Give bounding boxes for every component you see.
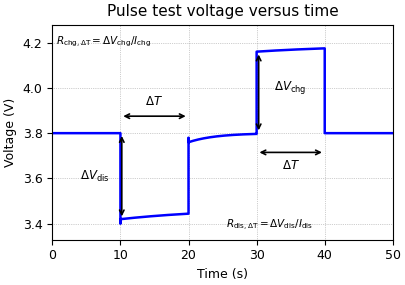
X-axis label: Time (s): Time (s) xyxy=(197,268,248,281)
Text: $\Delta V_\mathrm{dis}$: $\Delta V_\mathrm{dis}$ xyxy=(79,169,109,184)
Y-axis label: Voltage (V): Voltage (V) xyxy=(4,97,17,167)
Text: $R_\mathrm{dis,\Delta T} = \Delta V_\mathrm{dis}/I_\mathrm{dis}$: $R_\mathrm{dis,\Delta T} = \Delta V_\mat… xyxy=(226,218,313,233)
Text: $\Delta V_\mathrm{chg}$: $\Delta V_\mathrm{chg}$ xyxy=(274,80,306,96)
Text: $R_\mathrm{chg,\Delta T} = \Delta V_\mathrm{chg}/I_\mathrm{chg}$: $R_\mathrm{chg,\Delta T} = \Delta V_\mat… xyxy=(56,35,151,49)
Title: Pulse test voltage versus time: Pulse test voltage versus time xyxy=(107,4,339,19)
Text: $\Delta T$: $\Delta T$ xyxy=(282,159,300,172)
Text: $\Delta T$: $\Delta T$ xyxy=(145,95,164,108)
